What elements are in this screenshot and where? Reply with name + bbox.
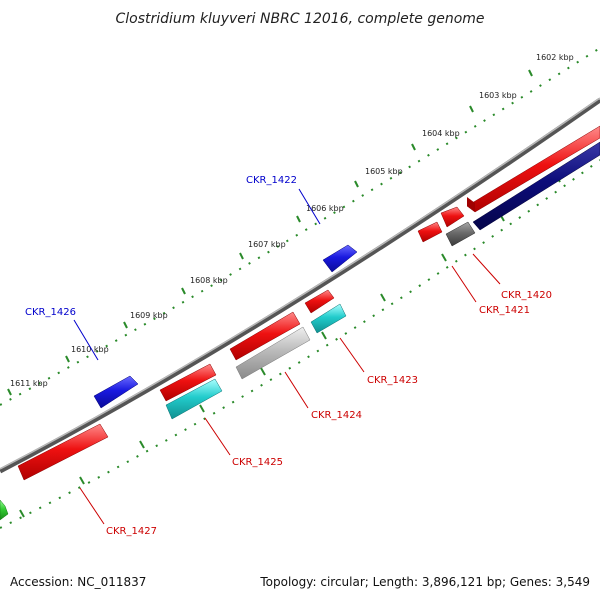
gene-label-ckr-1426[interactable]: CKR_1426 xyxy=(25,307,76,318)
gene-label-ckr-1420[interactable]: CKR_1420 xyxy=(501,290,552,301)
kbp-label-1608: 1608 kbp xyxy=(190,276,228,285)
gene-label-ckr-1423[interactable]: CKR_1423 xyxy=(367,375,418,386)
diagram-title: Clostridium kluyveri NBRC 12016, complet… xyxy=(115,11,484,27)
outer-scale-track xyxy=(0,47,600,406)
leader-ckr-1421 xyxy=(451,265,477,303)
leader-ckr-1425 xyxy=(204,417,231,456)
leader-ckr-1420 xyxy=(472,253,501,285)
inner-tick-9 xyxy=(79,476,85,485)
topology-text: Topology: circular; Length: 3,896,121 bp… xyxy=(259,575,590,589)
gene-feature-red-small-1[interactable] xyxy=(440,206,465,228)
tick-1606 xyxy=(296,215,301,223)
gene-feature-red-long-end xyxy=(467,197,475,212)
gene-feature-green[interactable] xyxy=(0,499,9,521)
tick-1610 xyxy=(65,355,70,363)
tick-1611 xyxy=(7,388,12,396)
gene-label-ckr-1422[interactable]: CKR_1422 xyxy=(246,175,297,186)
backbone-line xyxy=(0,97,600,474)
inner-tick-7 xyxy=(199,404,205,413)
leader-ckr-1426 xyxy=(73,319,99,361)
gene-feature-navy[interactable] xyxy=(472,141,600,231)
gene-label-ckr-1425[interactable]: CKR_1425 xyxy=(232,457,283,468)
kbp-label-1609: 1609 kbp xyxy=(130,311,168,320)
kbp-label-1603: 1603 kbp xyxy=(479,91,517,100)
gene-label-ckr-1421[interactable]: CKR_1421 xyxy=(479,305,530,316)
kbp-label-1604: 1604 kbp xyxy=(422,129,460,138)
inner-dotted-line xyxy=(0,159,600,529)
inner-scale-track xyxy=(0,159,600,529)
kbp-labels: 1602 kbp 1603 kbp 1604 kbp 1605 kbp 1606… xyxy=(10,53,574,388)
gene-feature-lightgray-1424[interactable] xyxy=(235,326,311,380)
leader-ckr-1422 xyxy=(298,188,321,225)
kbp-label-1606: 1606 kbp xyxy=(306,204,344,213)
gene-feature-cyan-1425[interactable] xyxy=(165,378,223,420)
gene-label-ckr-1424[interactable]: CKR_1424 xyxy=(311,410,362,421)
leader-ckr-1427 xyxy=(79,487,105,525)
gene-feature-red-1424[interactable] xyxy=(229,311,301,361)
gene-feature-red-long[interactable] xyxy=(466,125,600,213)
kbp-label-1605: 1605 kbp xyxy=(365,167,403,176)
tick-1603 xyxy=(469,105,474,113)
gene-feature-red-1425[interactable] xyxy=(159,363,217,402)
gene-feature-red-small-2[interactable] xyxy=(417,221,443,243)
gene-label-ckr-1427[interactable]: CKR_1427 xyxy=(106,526,157,537)
inner-tick-3 xyxy=(441,253,447,262)
inner-tick-6 xyxy=(260,367,266,376)
leader-ckr-1424 xyxy=(284,371,309,409)
kbp-label-1602: 1602 kbp xyxy=(536,53,574,62)
backbone-highlight xyxy=(0,97,600,470)
accession-text: Accession: NC_011837 xyxy=(10,575,146,589)
tick-1604 xyxy=(411,143,416,151)
outer-dotted-line xyxy=(0,47,600,406)
gene-feature-cyan-1423[interactable] xyxy=(310,303,347,334)
kbp-label-1610: 1610 kbp xyxy=(71,345,109,354)
tick-1607 xyxy=(239,252,244,260)
gene-feature-red-1423[interactable] xyxy=(304,289,335,314)
genome-backbone xyxy=(0,97,600,474)
gene-feature-gray[interactable] xyxy=(445,221,476,247)
leader-ckr-1423 xyxy=(339,337,365,373)
tick-1605 xyxy=(354,180,359,188)
tick-1609 xyxy=(123,321,128,329)
gene-labels: CKR_1420 CKR_1421 CKR_1422 CKR_1423 CKR_… xyxy=(25,175,552,537)
kbp-label-1611: 1611 kbp xyxy=(10,379,48,388)
gene-feature-blue-1426[interactable] xyxy=(93,375,139,409)
inner-tick-5 xyxy=(321,331,327,340)
gene-features xyxy=(0,125,600,521)
kbp-label-1607: 1607 kbp xyxy=(248,240,286,249)
tick-1608 xyxy=(181,287,186,295)
gene-feature-blue-1422[interactable] xyxy=(322,244,358,273)
gene-feature-red-1427[interactable] xyxy=(17,423,109,481)
tick-1602 xyxy=(528,69,533,77)
inner-tick-8 xyxy=(139,440,145,449)
inner-tick-4 xyxy=(380,293,386,302)
inner-tick-10 xyxy=(19,509,25,518)
label-leaders xyxy=(73,188,501,525)
